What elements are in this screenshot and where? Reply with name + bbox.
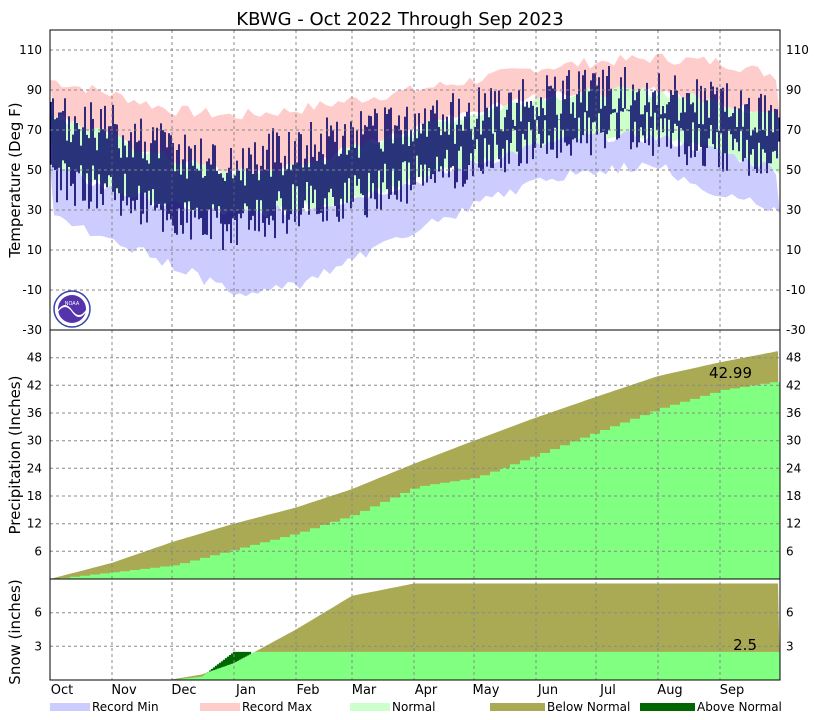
snow-panel xyxy=(50,583,780,680)
temp-tick-label-right: 30 xyxy=(786,203,801,217)
snow-total-label: 2.5 xyxy=(733,636,757,654)
temp-tick-label-left: 10 xyxy=(27,243,42,257)
precip-tick-label-left: 48 xyxy=(27,351,42,365)
temp-tick-label-right: 10 xyxy=(786,243,801,257)
legend-label: Below Normal xyxy=(547,700,630,714)
legend-label: Record Max xyxy=(242,700,312,714)
legend-swatch xyxy=(490,703,545,711)
record-min-series xyxy=(50,130,780,297)
temp-tick-label-right: -10 xyxy=(786,283,806,297)
snow-above-normal-series xyxy=(206,651,252,673)
temp-tick-label-left: -30 xyxy=(22,323,42,337)
precip-tick-label-right: 36 xyxy=(786,406,801,420)
month-tick-label: Mar xyxy=(352,683,377,698)
month-tick-label: Jul xyxy=(599,683,616,698)
precip-tick-label-left: 36 xyxy=(27,406,42,420)
precip-tick-label-left: 18 xyxy=(27,489,42,503)
precip-tick-label-right: 24 xyxy=(786,461,801,475)
legend-swatch xyxy=(350,703,390,711)
legend-swatch xyxy=(50,703,90,711)
legend-label: Record Min xyxy=(92,700,159,714)
chart-title: KBWG - Oct 2022 Through Sep 2023 xyxy=(236,9,563,30)
month-tick-label: Apr xyxy=(415,683,438,698)
temp-tick-label-left: 110 xyxy=(19,43,42,57)
legend-swatch xyxy=(640,703,695,711)
temp-tick-label-left: 50 xyxy=(27,163,42,177)
temp-tick-label-right: -30 xyxy=(786,323,806,337)
precip-tick-label-left: 24 xyxy=(27,461,42,475)
temp-tick-label-right: 110 xyxy=(786,43,809,57)
temp-tick-label-left: 70 xyxy=(27,123,42,137)
precip-tick-label-right: 30 xyxy=(786,434,801,448)
precip-tick-label-left: 30 xyxy=(27,434,42,448)
precip-tick-label-left: 42 xyxy=(27,378,42,392)
month-tick-label: Dec xyxy=(171,683,196,698)
snow-tick-label-left: 3 xyxy=(34,639,42,653)
svg-text:NOAA: NOAA xyxy=(65,301,80,307)
precipitation-panel xyxy=(50,351,780,579)
month-tick-label: Nov xyxy=(111,683,137,698)
month-tick-label: Feb xyxy=(296,683,319,698)
temperature-panel xyxy=(50,53,780,297)
month-tick-label: May xyxy=(473,683,500,698)
snow-axis-label: Snow (inches) xyxy=(6,579,24,684)
snow-tick-label-right: 3 xyxy=(786,639,794,653)
month-tick-label: Oct xyxy=(51,683,73,698)
precip-tick-label-right: 48 xyxy=(786,351,801,365)
precip-tick-label-right: 12 xyxy=(786,517,801,531)
temp-tick-label-left: 30 xyxy=(27,203,42,217)
precip-tick-label-right: 42 xyxy=(786,378,801,392)
legend-label: Above Normal xyxy=(697,700,782,714)
precip-observed-series xyxy=(50,380,780,579)
precip-tick-label-right: 6 xyxy=(786,544,794,558)
axes: -30 -30 -10 -10 10 10 30 30 50 50 70 70 90 90 110 110 6 6… xyxy=(19,29,809,698)
snow-tick-label-left: 6 xyxy=(34,606,42,620)
legend: Record Min Record Max Normal Below Normal Ab… xyxy=(50,700,782,714)
precipitation-total-label: 42.99 xyxy=(709,364,752,382)
panel-frame xyxy=(49,578,781,681)
precip-tick-label-left: 12 xyxy=(27,517,42,531)
precip-tick-label-left: 6 xyxy=(34,544,42,558)
month-tick-label: Sep xyxy=(720,683,745,698)
temp-tick-label-right: 70 xyxy=(786,123,801,137)
legend-label: Normal xyxy=(392,700,435,714)
temperature-axis-label: Temperature (Deg F) xyxy=(6,102,24,258)
legend-swatch xyxy=(200,703,240,711)
noaa-logo-icon: NOAA xyxy=(53,290,91,328)
month-tick-label: Jan xyxy=(235,683,256,698)
snow-tick-label-right: 6 xyxy=(786,606,794,620)
snow-observed-series xyxy=(50,651,780,680)
precip-tick-label-right: 18 xyxy=(786,489,801,503)
temp-tick-label-right: 50 xyxy=(786,163,801,177)
temp-tick-label-right: 90 xyxy=(786,83,801,97)
month-tick-label: Jun xyxy=(537,683,558,698)
temp-tick-label-left: -10 xyxy=(22,283,42,297)
month-tick-label: Aug xyxy=(657,683,682,698)
precipitation-axis-label: Precipitation (Inches) xyxy=(6,376,24,535)
temp-tick-label-left: 90 xyxy=(27,83,42,97)
observed-temperature-series xyxy=(50,66,780,250)
